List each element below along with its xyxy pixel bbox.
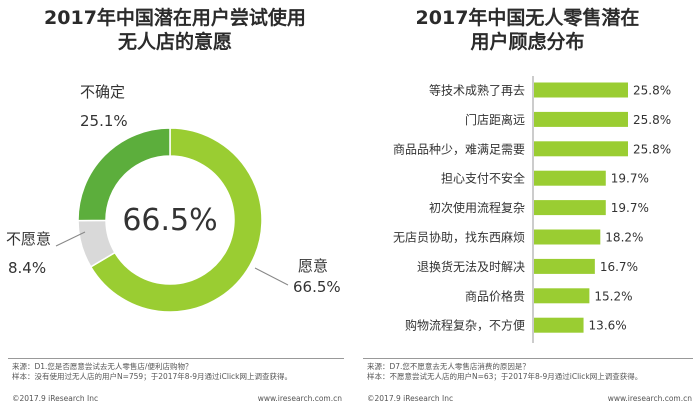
right-copyright: ©2017.9 iResearch Inc xyxy=(367,394,454,403)
bar xyxy=(534,317,584,333)
bar-value-label: 16.7% xyxy=(600,260,638,274)
bar-category-label: 初次使用流程复杂 xyxy=(429,200,525,215)
left-source-note: 来源：D1.您是否愿意尝试去无人零售店/便利店购物？ xyxy=(12,362,193,371)
bar xyxy=(534,200,606,216)
left-title-line1: 2017年中国潜在用户尝试使用 xyxy=(44,7,306,29)
bar-category-label: 无店员协助，找东西麻烦 xyxy=(393,230,525,245)
leader-line-yes xyxy=(254,267,289,286)
bar-value-label: 25.8% xyxy=(633,113,671,127)
donut-slice-yes xyxy=(89,127,263,313)
bar-value-label: 15.2% xyxy=(594,289,632,303)
bar-value-label: 18.2% xyxy=(605,231,643,245)
bar xyxy=(534,141,628,157)
label-unsure-value: 25.1% xyxy=(80,112,128,130)
donut-slice-unsure xyxy=(77,127,171,222)
right-title-line2: 用户顾虑分布 xyxy=(470,31,585,53)
bar xyxy=(534,82,628,98)
label-yes-name: 愿意 xyxy=(298,257,328,275)
donut-chart: 66.5% 愿意 66.5% 不愿意 8.4% 不确定 25.1% xyxy=(6,83,341,313)
bar-value-label: 25.8% xyxy=(633,142,671,156)
left-panel: 2017年中国潜在用户尝试使用 无人店的意愿 66.5% 愿意 66.5% 不愿… xyxy=(0,6,350,403)
left-title-line2: 无人店的意愿 xyxy=(117,31,232,53)
bar-category-label: 购物流程复杂，不方便 xyxy=(405,318,525,333)
bar-category-label: 退换货无法及时解决 xyxy=(417,259,525,274)
bar xyxy=(534,288,590,304)
right-panel: 2017年中国无人零售潜在 用户顾虑分布 等技术成熟了再去 25.8% 门店距离远 2… xyxy=(355,0,700,407)
left-copyright: ©2017.9 iResearch Inc xyxy=(12,394,99,403)
right-title-line1: 2017年中国无人零售潜在 xyxy=(415,7,640,29)
bar-category-label: 门店距离远 xyxy=(465,112,525,127)
left-website: www.iresearch.com.cn xyxy=(257,394,342,403)
label-no-value: 8.4% xyxy=(8,259,46,277)
right-source-note: 来源：D7.您不愿意去无人零售店消费的原因是？ xyxy=(367,362,530,371)
bar xyxy=(534,258,595,274)
bar xyxy=(534,170,606,186)
bar xyxy=(534,111,628,127)
bar-category-label: 等技术成熟了再去 xyxy=(429,83,525,98)
right-website: www.iresearch.com.cn xyxy=(607,394,692,403)
left-sample-note: 样本：没有使用过无人店的用户N=759；于2017年8-9月通过iClick网上… xyxy=(12,372,292,381)
bar-value-label: 25.8% xyxy=(633,84,671,98)
bar-category-label: 商品价格贵 xyxy=(465,288,525,303)
bar-value-label: 13.6% xyxy=(589,319,627,333)
donut-center-value: 66.5% xyxy=(122,203,217,238)
bar-value-label: 19.7% xyxy=(611,201,649,215)
right-chart-title: 2017年中国无人零售潜在 用户顾虑分布 xyxy=(355,6,700,54)
bar-value-label: 19.7% xyxy=(611,172,649,186)
left-footer-separator xyxy=(8,358,344,359)
label-yes-value: 66.5% xyxy=(293,278,341,296)
right-footer-separator xyxy=(363,358,693,359)
left-chart-title: 2017年中国潜在用户尝试使用 无人店的意愿 xyxy=(0,6,350,54)
right-sample-note: 样本：不愿意尝试无人店的用户N=63；于2017年8-9月通过iClick网上调… xyxy=(367,372,643,381)
label-unsure-name: 不确定 xyxy=(80,83,125,101)
bar-category-label: 担心支付不安全 xyxy=(441,171,525,186)
label-no-name: 不愿意 xyxy=(6,230,51,248)
bar xyxy=(534,229,601,245)
bar-chart: 等技术成熟了再去 25.8% 门店距离远 25.8% 商品品种少，难满足需要 25.8% 担… xyxy=(393,76,671,343)
bar-category-label: 商品品种少，难满足需要 xyxy=(393,141,525,156)
leader-line-no xyxy=(55,231,86,247)
